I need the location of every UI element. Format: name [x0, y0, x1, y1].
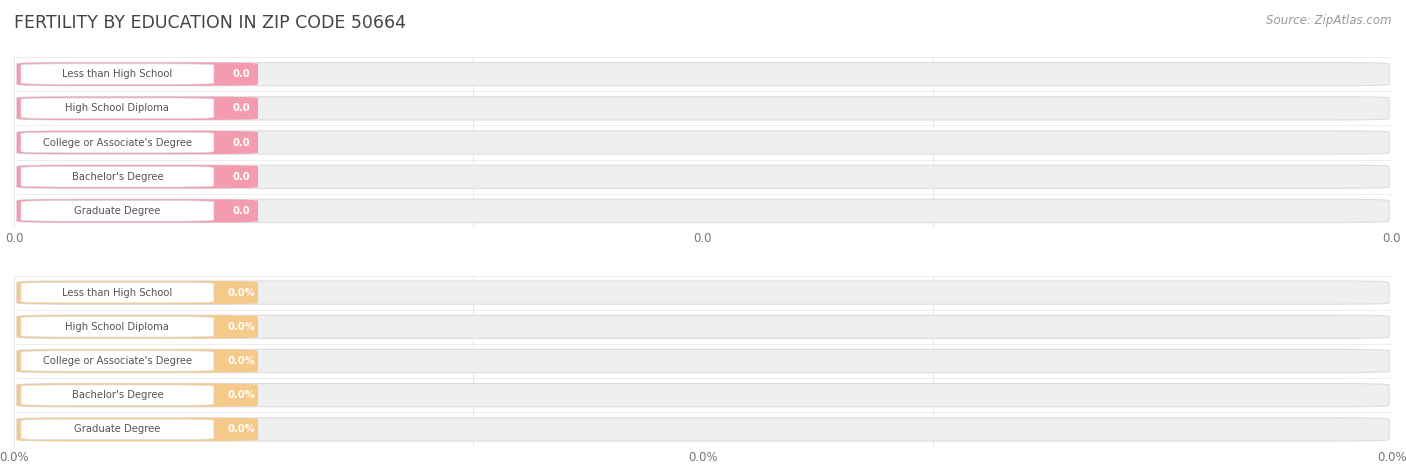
Text: Graduate Degree: Graduate Degree [75, 206, 160, 216]
Text: College or Associate's Degree: College or Associate's Degree [42, 356, 193, 366]
Text: 0.0: 0.0 [232, 171, 250, 182]
Text: 0.0%: 0.0% [228, 322, 256, 332]
Text: FERTILITY BY EDUCATION IN ZIP CODE 50664: FERTILITY BY EDUCATION IN ZIP CODE 50664 [14, 14, 406, 32]
FancyBboxPatch shape [21, 316, 214, 337]
Text: Bachelor's Degree: Bachelor's Degree [72, 390, 163, 400]
Text: High School Diploma: High School Diploma [66, 103, 169, 114]
FancyBboxPatch shape [21, 166, 214, 187]
FancyBboxPatch shape [21, 132, 214, 153]
FancyBboxPatch shape [17, 350, 1389, 372]
FancyBboxPatch shape [21, 282, 214, 303]
FancyBboxPatch shape [17, 165, 1389, 188]
Text: High School Diploma: High School Diploma [66, 322, 169, 332]
FancyBboxPatch shape [17, 281, 257, 304]
FancyBboxPatch shape [21, 64, 214, 85]
FancyBboxPatch shape [17, 97, 1389, 120]
FancyBboxPatch shape [17, 418, 257, 441]
FancyBboxPatch shape [21, 351, 214, 371]
Text: 0.0%: 0.0% [228, 424, 256, 435]
Text: Source: ZipAtlas.com: Source: ZipAtlas.com [1267, 14, 1392, 27]
Text: 0.0%: 0.0% [228, 356, 256, 366]
Text: College or Associate's Degree: College or Associate's Degree [42, 137, 193, 148]
FancyBboxPatch shape [17, 315, 257, 338]
FancyBboxPatch shape [17, 63, 1389, 86]
Text: Graduate Degree: Graduate Degree [75, 424, 160, 435]
FancyBboxPatch shape [21, 98, 214, 119]
FancyBboxPatch shape [17, 63, 257, 86]
Text: Less than High School: Less than High School [62, 69, 173, 79]
FancyBboxPatch shape [17, 165, 257, 188]
FancyBboxPatch shape [17, 350, 257, 372]
FancyBboxPatch shape [17, 131, 1389, 154]
Text: 0.0%: 0.0% [228, 287, 256, 298]
FancyBboxPatch shape [21, 200, 214, 221]
FancyBboxPatch shape [17, 418, 1389, 441]
FancyBboxPatch shape [17, 281, 1389, 304]
Text: Bachelor's Degree: Bachelor's Degree [72, 171, 163, 182]
Text: 0.0: 0.0 [232, 206, 250, 216]
FancyBboxPatch shape [17, 131, 257, 154]
Text: 0.0%: 0.0% [228, 390, 256, 400]
Text: 0.0: 0.0 [232, 103, 250, 114]
FancyBboxPatch shape [17, 200, 257, 222]
Text: Less than High School: Less than High School [62, 287, 173, 298]
FancyBboxPatch shape [17, 315, 1389, 338]
Text: 0.0: 0.0 [232, 137, 250, 148]
FancyBboxPatch shape [21, 385, 214, 406]
FancyBboxPatch shape [17, 200, 1389, 222]
FancyBboxPatch shape [21, 419, 214, 440]
FancyBboxPatch shape [17, 384, 1389, 407]
FancyBboxPatch shape [17, 384, 257, 407]
FancyBboxPatch shape [17, 97, 257, 120]
Text: 0.0: 0.0 [232, 69, 250, 79]
